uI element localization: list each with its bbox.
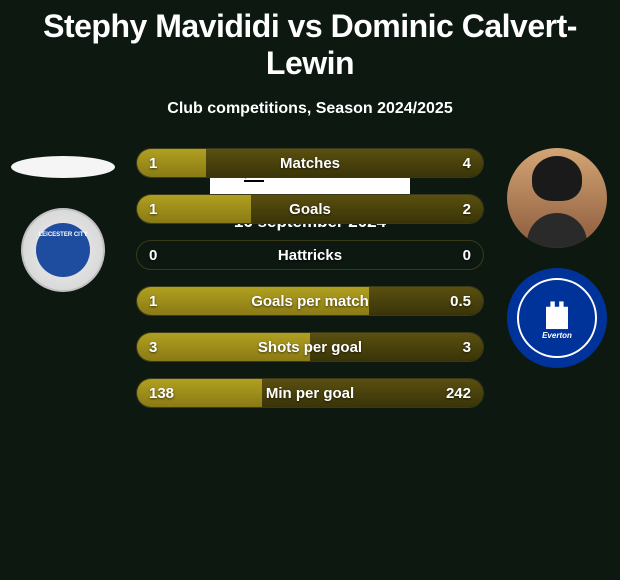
stat-value-right: 3 [463, 333, 471, 361]
right-player-column: Everton [502, 148, 612, 368]
player-left-photo [11, 156, 115, 178]
stat-label: Shots per goal [137, 333, 483, 361]
stat-bar-row: 1Goals2 [136, 194, 484, 224]
stat-bar-row: 3Shots per goal3 [136, 332, 484, 362]
stat-value-right: 4 [463, 149, 471, 177]
stat-bar-row: 138Min per goal242 [136, 378, 484, 408]
player-right-photo [507, 148, 607, 248]
stat-label: Matches [137, 149, 483, 177]
subtitle: Club competitions, Season 2024/2025 [0, 100, 620, 118]
everton-text: Everton [509, 331, 605, 340]
left-player-column [8, 148, 118, 292]
stat-bar-row: 1Matches4 [136, 148, 484, 178]
page-title: Stephy Mavididi vs Dominic Calvert-Lewin [0, 0, 620, 82]
stat-bar-row: 1Goals per match0.5 [136, 286, 484, 316]
stat-bar-row: 0Hattricks0 [136, 240, 484, 270]
stat-value-right: 0.5 [450, 287, 471, 315]
stat-label: Goals per match [137, 287, 483, 315]
stat-value-right: 242 [446, 379, 471, 407]
stat-label: Min per goal [137, 379, 483, 407]
everton-tower-icon [546, 301, 568, 329]
stat-label: Hattricks [137, 241, 483, 269]
stat-bars-container: 1Matches4 1Goals2 0Hattricks0 1Goals per ma… [136, 148, 484, 424]
player-left-club-badge [21, 208, 105, 292]
stat-label: Goals [137, 195, 483, 223]
stat-value-right: 0 [463, 241, 471, 269]
stat-value-right: 2 [463, 195, 471, 223]
player-right-club-badge: Everton [507, 268, 607, 368]
